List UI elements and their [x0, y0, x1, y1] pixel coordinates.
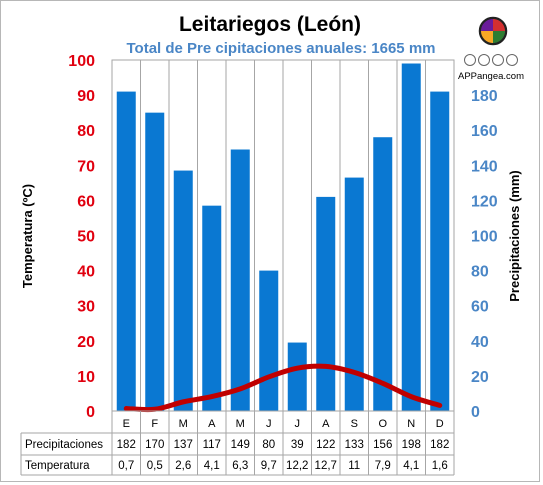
- category-label: A: [208, 418, 216, 430]
- precipitation-bar: [230, 149, 250, 411]
- grid-lines: [140, 60, 426, 411]
- category-label: M: [236, 418, 245, 430]
- left-axis-title: Temperatura (ºC): [20, 184, 35, 288]
- temperature-value: 0,5: [147, 460, 163, 472]
- precipitation-value: 156: [373, 439, 392, 451]
- temperature-value: 4,1: [403, 460, 419, 472]
- right-tick-label: 120: [471, 193, 498, 210]
- precipitation-value: 117: [203, 439, 221, 451]
- precipitation-value: 198: [402, 439, 421, 451]
- temperature-value: 0,7: [118, 460, 134, 472]
- temperature-value: 9,7: [261, 460, 277, 472]
- precipitation-value: 149: [231, 439, 250, 451]
- category-label: S: [351, 418, 358, 430]
- left-tick-label: 90: [77, 88, 95, 105]
- precipitation-value: 39: [291, 439, 304, 451]
- right-tick-label: 40: [471, 334, 489, 351]
- temperature-line: [123, 363, 443, 413]
- left-tick-label: 70: [77, 158, 95, 175]
- temperature-value: 6,3: [232, 460, 248, 472]
- category-label: O: [378, 418, 387, 430]
- left-tick-label: 40: [77, 264, 95, 281]
- chart-subtitle: Total de Pre cipitaciones anuales: 1665 …: [126, 40, 435, 57]
- category-label: M: [179, 418, 188, 430]
- right-tick-label: 100: [471, 229, 498, 246]
- precipitation-value: 182: [117, 439, 136, 451]
- temperature-value: 11: [348, 460, 360, 472]
- temperature-value: 12,2: [286, 460, 308, 472]
- logo-text: APPangea.com: [458, 71, 524, 82]
- right-axis-title: Precipitaciones (mm): [507, 170, 522, 302]
- right-tick-label: 80: [471, 264, 489, 281]
- precipitation-value: 137: [174, 439, 193, 451]
- temperature-value: 7,9: [375, 460, 391, 472]
- cc-license-icon: [464, 54, 518, 66]
- precipitation-bar: [316, 196, 336, 411]
- left-tick-label: 10: [77, 369, 95, 386]
- category-label: N: [407, 418, 415, 430]
- category-label: D: [436, 418, 444, 430]
- precipitation-value: 80: [262, 439, 275, 451]
- precipitation-value: 182: [430, 439, 449, 451]
- category-label: E: [123, 418, 130, 430]
- temperature-value: 4,1: [204, 460, 220, 472]
- right-tick-label: 20: [471, 369, 489, 386]
- temperature-value: 12,7: [315, 460, 337, 472]
- table-row-label: Precipitaciones: [25, 439, 103, 451]
- chart-title: Leitariegos (León): [179, 13, 361, 36]
- right-tick-label: 0: [471, 404, 480, 421]
- right-tick-label: 140: [471, 158, 498, 175]
- category-label: F: [151, 418, 158, 430]
- right-axis-ticks: 0 20 40 60 80 100 120 140 160 180: [471, 88, 498, 421]
- precipitation-bar: [430, 91, 450, 411]
- temperature-value: 1,6: [432, 460, 448, 472]
- precipitation-bar: [401, 63, 421, 411]
- left-tick-label: 20: [77, 334, 95, 351]
- left-tick-label: 0: [86, 404, 95, 421]
- right-tick-label: 180: [471, 88, 498, 105]
- appangea-logo: APPangea.com: [458, 16, 524, 82]
- left-axis-ticks: 0 10 20 30 40 50 60 70 80 90 100: [68, 53, 95, 421]
- precipitation-bar: [116, 91, 136, 411]
- precipitation-bar: [145, 112, 165, 412]
- left-tick-label: 30: [77, 299, 95, 316]
- precipitation-bar: [173, 170, 193, 411]
- precipitation-bar: [287, 342, 307, 411]
- precipitation-value: 133: [345, 439, 364, 451]
- left-tick-label: 60: [77, 193, 95, 210]
- temperature-curve: [123, 363, 443, 413]
- data-table: E F M A M J J A S O N D Precipitaciones Temperatura 18…: [20, 410, 455, 476]
- category-label: J: [266, 418, 272, 430]
- precipitation-value: 170: [145, 439, 164, 451]
- precipitation-value: 122: [316, 439, 335, 451]
- precipitation-bar: [344, 177, 364, 411]
- left-tick-label: 80: [77, 123, 95, 140]
- precipitation-bar: [202, 205, 222, 411]
- category-label: J: [295, 418, 301, 430]
- left-tick-label: 100: [68, 53, 95, 70]
- precipitation-bar: [373, 137, 393, 411]
- left-tick-label: 50: [77, 229, 95, 246]
- right-tick-label: 60: [471, 299, 489, 316]
- precipitation-bars: [116, 63, 450, 412]
- precipitation-bar: [259, 270, 279, 411]
- temperature-value: 2,6: [175, 460, 191, 472]
- right-tick-label: 160: [471, 123, 498, 140]
- category-label: A: [322, 418, 330, 430]
- table-row-label: Temperatura: [25, 460, 90, 472]
